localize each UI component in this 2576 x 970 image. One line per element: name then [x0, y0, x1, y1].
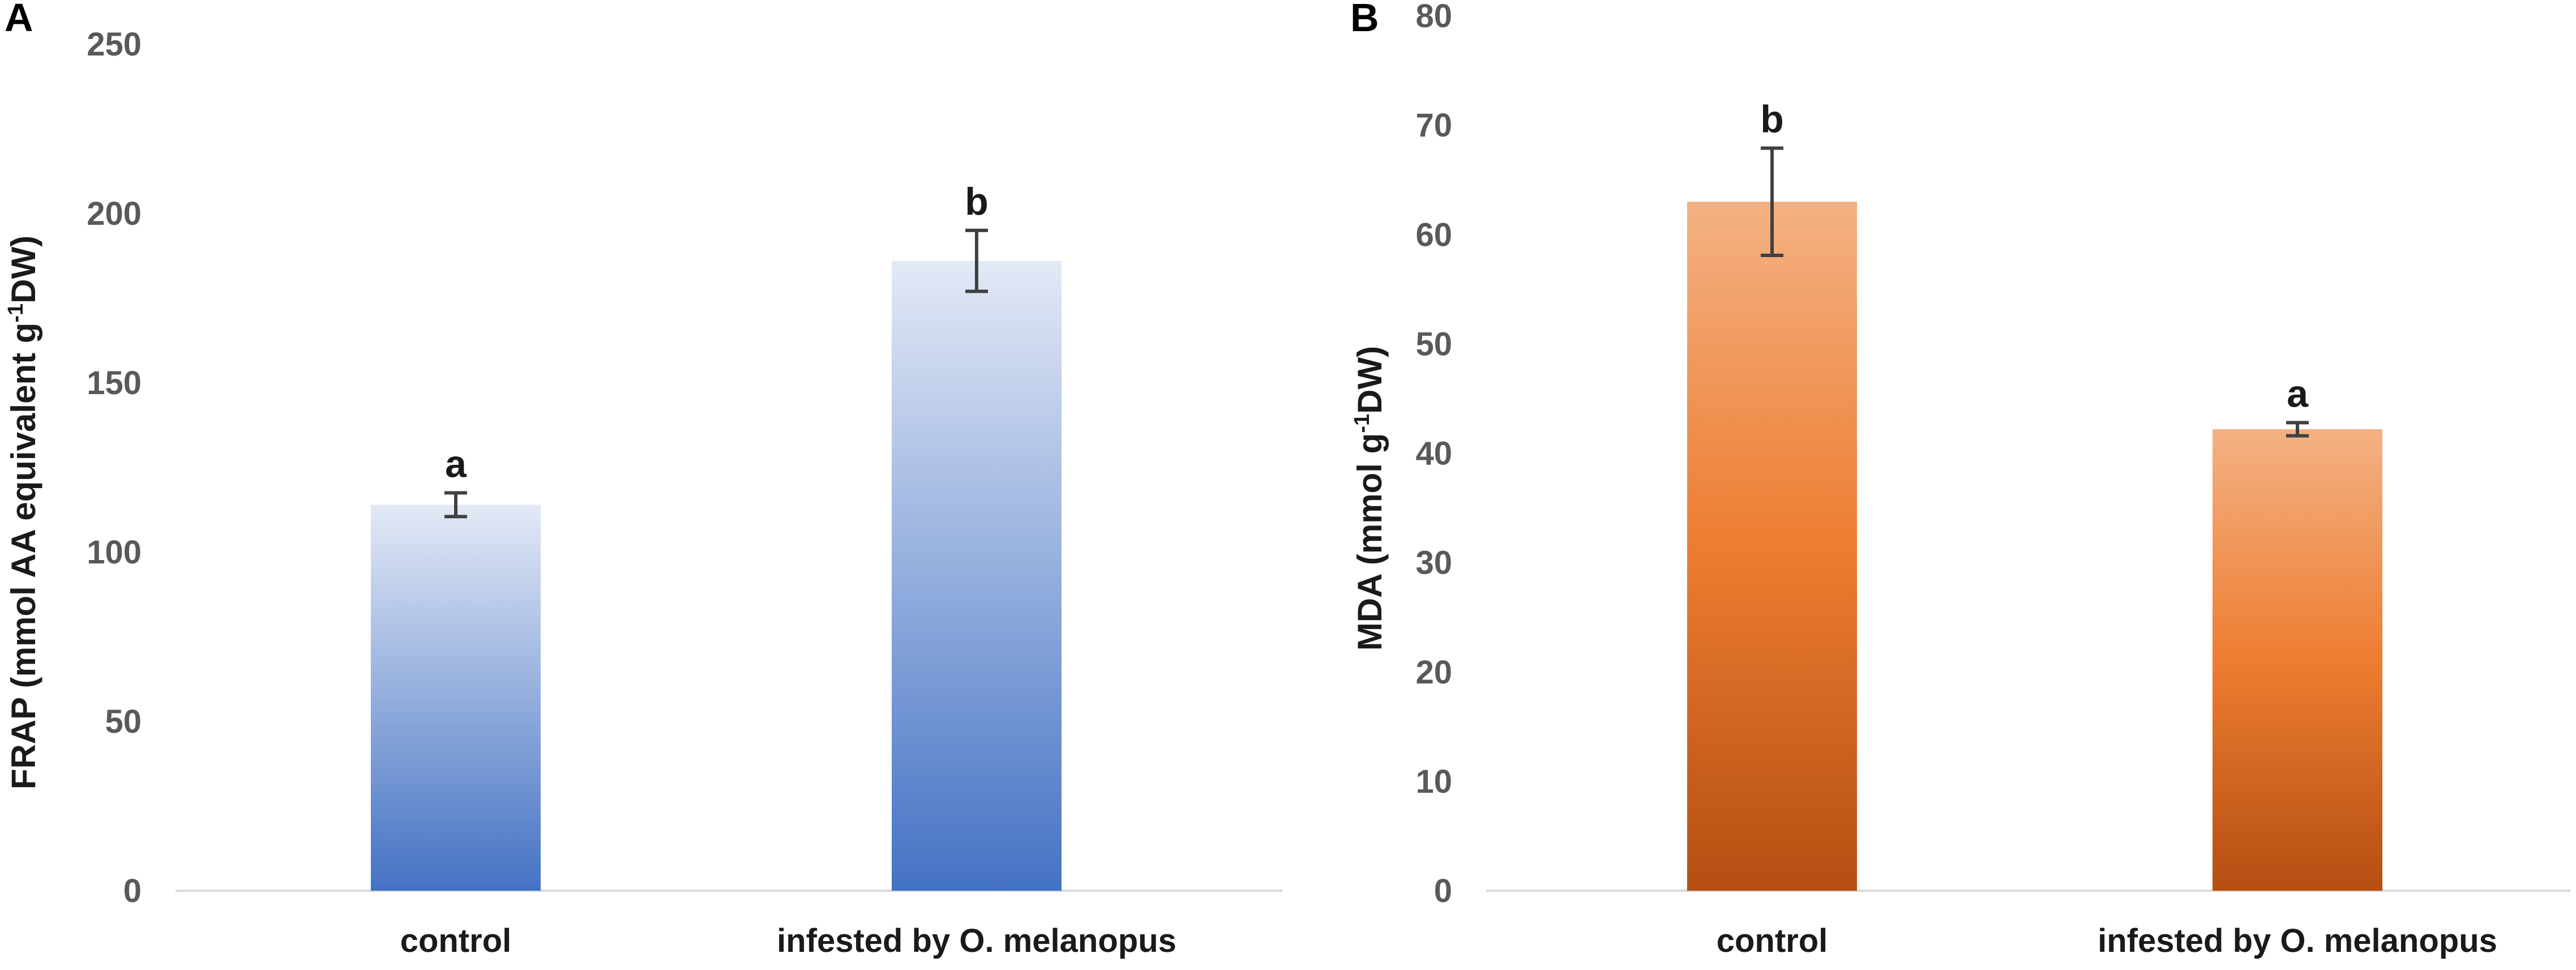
y-axis-ticks-b: 0 10 20 30 40 50 60 70 80 — [1415, 0, 1452, 909]
x-category-b-control: control — [1717, 922, 1828, 959]
bar-b-control — [1687, 202, 1857, 891]
sig-label-b-infested: a — [2287, 372, 2309, 415]
x-category-a-control: control — [400, 922, 512, 959]
y-axis-title-a-main: FRAP (mmol AA equivalent g — [5, 323, 42, 790]
error-bar-b-control — [1761, 146, 1783, 257]
y-tick-b-10: 10 — [1415, 763, 1452, 800]
sig-label-a-control: a — [445, 442, 467, 485]
bar-a-control — [371, 505, 541, 891]
y-axis-title-b-main: MDA (mmol g — [1351, 433, 1389, 651]
y-tick-a-50: 50 — [105, 703, 142, 740]
sig-label-a-infested: b — [965, 180, 989, 223]
error-bar-b-infested — [2286, 421, 2309, 438]
y-axis-title-a-sup: -1 — [4, 304, 28, 323]
sig-label-b-control: b — [1760, 98, 1784, 141]
y-axis-title-b: MDA (mmol g-1DW) — [1350, 346, 1389, 651]
y-axis-title-b-rest: DW) — [1351, 346, 1389, 414]
y-tick-a-0: 0 — [123, 873, 142, 909]
y-tick-a-250: 250 — [87, 26, 142, 63]
y-tick-b-50: 50 — [1415, 326, 1452, 362]
y-axis-ticks-a: 0 50 100 150 200 250 — [87, 26, 142, 909]
x-category-b-infested: infested by O. melanopus — [2098, 922, 2497, 959]
y-tick-b-40: 40 — [1415, 435, 1452, 472]
y-tick-a-150: 150 — [87, 365, 142, 401]
chart-panel-b: B 0 10 20 30 40 50 60 70 80 MDA (mmol g-1DW) b a… — [1350, 0, 2570, 959]
y-tick-b-20: 20 — [1415, 654, 1452, 691]
y-tick-b-60: 60 — [1415, 216, 1452, 253]
bar-b-infested — [2213, 429, 2382, 891]
y-tick-b-80: 80 — [1415, 0, 1452, 35]
y-tick-a-100: 100 — [87, 534, 142, 571]
significance-labels-b: b a — [1760, 98, 2309, 416]
chart-panel-a: A 0 50 100 150 200 250 FRAP (mmol AA equivale… — [4, 0, 1282, 959]
bar-a-infested — [892, 260, 1062, 891]
bars-a — [371, 260, 1062, 891]
error-bar-a-infested — [965, 228, 988, 293]
bars-b — [1687, 202, 2382, 891]
y-tick-b-70: 70 — [1415, 107, 1452, 144]
y-tick-a-200: 200 — [87, 195, 142, 232]
y-tick-b-30: 30 — [1415, 545, 1452, 582]
y-axis-title-a: FRAP (mmol AA equivalent g-1DW) — [4, 236, 42, 789]
error-bar-a-control — [444, 491, 467, 519]
y-axis-title-b-sup: -1 — [1350, 414, 1374, 433]
error-bars-a — [444, 228, 988, 519]
x-category-a-infested: infested by O. melanopus — [777, 922, 1176, 959]
error-bars-b — [1761, 146, 2309, 438]
y-tick-b-0: 0 — [1434, 873, 1452, 909]
significance-labels-a: a b — [445, 180, 989, 485]
panel-label-a: A — [5, 0, 33, 40]
panel-label-b: B — [1350, 0, 1379, 40]
y-axis-title-a-rest: DW) — [5, 236, 42, 304]
